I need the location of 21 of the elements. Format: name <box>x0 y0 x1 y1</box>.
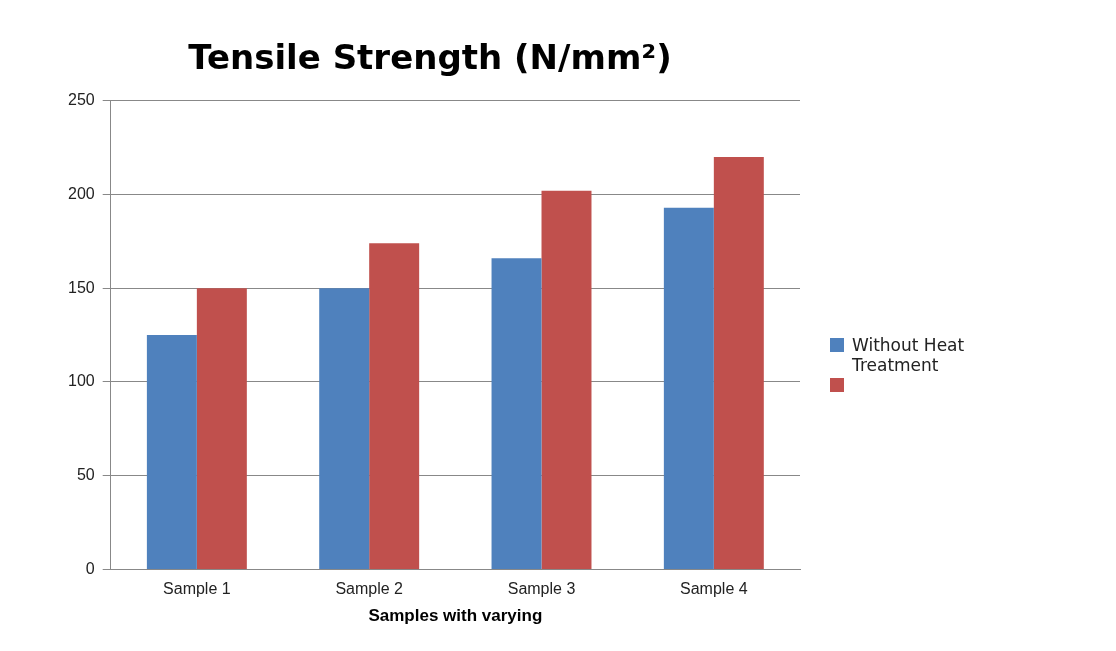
bar <box>713 157 764 569</box>
y-tick-label: 100 <box>67 372 95 390</box>
y-tick-label: 150 <box>67 278 95 296</box>
y-tick-label: 50 <box>76 466 95 484</box>
legend-label: Without Heat Treatment <box>852 335 966 375</box>
bar <box>369 243 420 569</box>
bar <box>663 207 714 569</box>
x-tick-label: Sample 2 <box>335 580 404 598</box>
bar <box>541 190 592 569</box>
x-axis-title: Samples with varying <box>368 606 543 626</box>
bar <box>196 288 247 569</box>
y-tick-label: 250 <box>67 91 95 109</box>
x-tick-label: Sample 4 <box>680 580 748 598</box>
y-tick-label: 200 <box>67 184 95 202</box>
bar <box>319 288 370 569</box>
x-tick-label: Sample 3 <box>507 580 576 598</box>
bar <box>491 258 542 569</box>
bar <box>146 335 197 569</box>
chart-title: Tensile Strength (N/mm²) <box>188 37 672 78</box>
x-tick-label: Sample 1 <box>163 580 231 598</box>
y-tick-label: 0 <box>85 559 95 577</box>
